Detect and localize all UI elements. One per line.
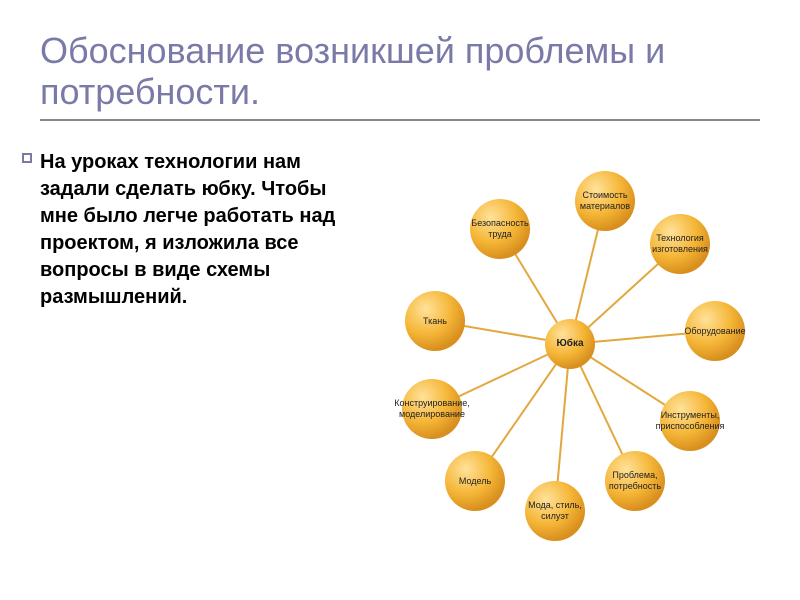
node-label: Конструирование,моделирование <box>402 379 462 439</box>
node-label: Стоимостьматериалов <box>575 171 635 231</box>
diagram-column: СтоимостьматериаловТехнологияизготовлени… <box>380 149 760 549</box>
node-label: Безопасностьтруда <box>470 199 530 259</box>
text-column: На уроках технологии нам задали сделать … <box>40 149 360 549</box>
node-label: Ткань <box>405 291 465 351</box>
node-label: Технологияизготовления <box>650 214 710 274</box>
center-node-label: Юбка <box>545 319 595 369</box>
node-label: Мода, стиль,силуэт <box>525 481 585 541</box>
diagram-nodes: СтоимостьматериаловТехнологияизготовлени… <box>380 149 760 549</box>
slide: Обоснование возникшей проблемы и потребн… <box>0 0 800 600</box>
body-text: На уроках технологии нам задали сделать … <box>40 149 360 311</box>
content-row: На уроках технологии нам задали сделать … <box>40 149 760 549</box>
node-label: Оборудование <box>685 301 745 361</box>
node-label: Модель <box>445 451 505 511</box>
node-label: Проблема,потребность <box>605 451 665 511</box>
title-wrapper: Обоснование возникшей проблемы и потребн… <box>40 30 760 121</box>
bullet-icon <box>22 153 32 163</box>
node-label: Инструменты,приспособления <box>660 391 720 451</box>
slide-title: Обоснование возникшей проблемы и потребн… <box>40 30 760 113</box>
